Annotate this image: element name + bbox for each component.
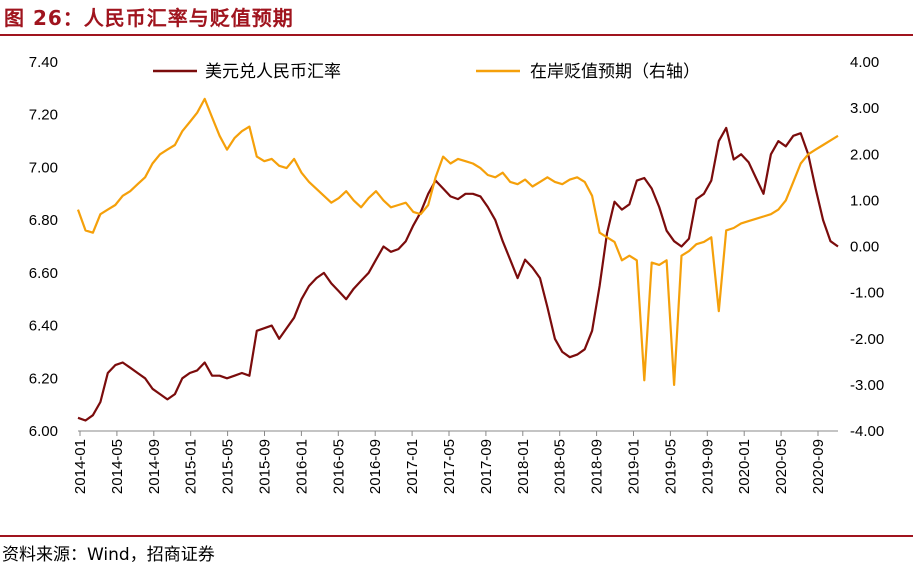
line-chart: 6.00 6.20 6.40 6.60 6.80 7.00 7.20 7.40 -4.00 -3.… [29, 54, 884, 494]
x-tick-label: 2020-09 [810, 439, 827, 494]
y-right-tick-label: -2.00 [850, 331, 884, 348]
x-tick-label: 2016-09 [367, 439, 384, 494]
chart-axes: 6.00 6.20 6.40 6.60 6.80 7.00 7.20 7.40 -4.00 -3.… [29, 54, 884, 494]
x-tick-label: 2018-01 [515, 439, 532, 494]
legend-label: 在岸贬值预期（右轴） [530, 62, 700, 82]
x-tick-label: 2017-09 [478, 439, 495, 494]
y-left-tick-label: 7.00 [29, 159, 58, 176]
y-left-tick-label: 6.20 [29, 370, 58, 387]
chart-legend: 美元兑人民币汇率 在岸贬值预期（右轴） [153, 62, 700, 82]
y-left-tick-label: 6.60 [29, 265, 58, 282]
y-right-tick-label: 4.00 [850, 54, 879, 71]
x-tick-label: 2016-05 [330, 439, 347, 494]
y-right-tick-label: -3.00 [850, 377, 884, 394]
x-tick-label: 2016-01 [293, 439, 310, 494]
footer-rule [0, 535, 913, 537]
y-right-tick-label: -1.00 [850, 285, 884, 302]
y-right-tick-label: 3.00 [850, 100, 879, 117]
x-tick-label: 2015-05 [220, 439, 237, 494]
y-left-tick-label: 6.40 [29, 318, 58, 335]
y-left-tick-label: 7.20 [29, 107, 58, 124]
y-right-tick-label: 2.00 [850, 146, 879, 163]
x-tick-label: 2017-05 [441, 439, 458, 494]
y-right-tick-label: 0.00 [850, 239, 879, 256]
x-tick-label: 2019-05 [662, 439, 679, 494]
x-tick-label: 2015-01 [183, 439, 200, 494]
y-left-tick-label: 6.80 [29, 212, 58, 229]
x-tick-label: 2019-01 [626, 439, 643, 494]
x-tick-label: 2015-09 [257, 439, 274, 494]
x-tick-label: 2020-05 [773, 439, 790, 494]
usdcny-line [77, 126, 839, 422]
page-title: 图 26：人民币汇率与贬值预期 [4, 6, 294, 30]
legend-label: 美元兑人民币汇率 [205, 62, 341, 82]
title-rule [0, 34, 913, 36]
x-tick-label: 2014-01 [72, 439, 89, 494]
x-tick-label: 2014-05 [109, 439, 126, 494]
source-note: 资料来源：Wind，招商证券 [2, 545, 215, 565]
x-tick-label: 2017-01 [404, 439, 421, 494]
y-right-tick-label: -4.00 [850, 423, 884, 440]
chart-series [76, 97, 839, 422]
y-left-tick-label: 6.00 [29, 423, 58, 440]
x-tick-label: 2020-01 [736, 439, 753, 494]
depreciation-expectation-line [76, 97, 839, 386]
x-tick-label: 2018-05 [552, 439, 569, 494]
x-tick-label: 2014-09 [146, 439, 163, 494]
x-tick-label: 2018-09 [589, 439, 606, 494]
y-right-tick-label: 1.00 [850, 192, 879, 209]
y-left-tick-label: 7.40 [29, 54, 58, 71]
x-tick-label: 2019-09 [699, 439, 716, 494]
